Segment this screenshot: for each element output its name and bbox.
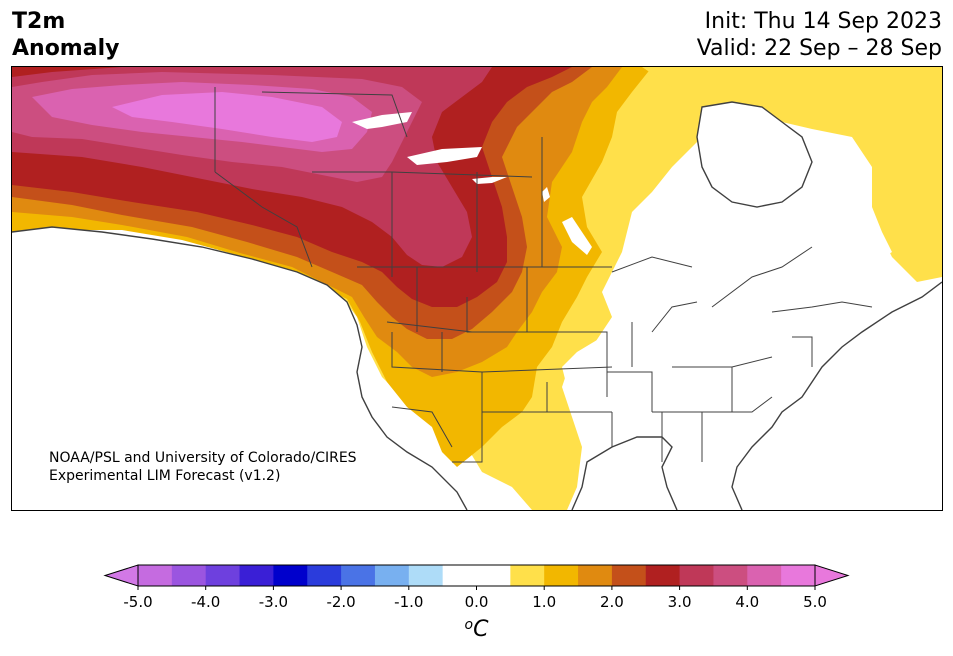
great-slave-lake <box>407 147 482 165</box>
colorbar-swatches <box>138 565 816 586</box>
anomaly-zone-4-5 <box>112 92 342 142</box>
colorbar-tick-label: 4.0 <box>735 593 759 611</box>
anomaly-map-canvas <box>12 67 942 510</box>
forecast-dates: Init: Thu 14 Sep 2023 Valid: 22 Sep – 28… <box>697 8 942 62</box>
credit-line2: Experimental LIM Forecast (v1.2) <box>49 468 281 484</box>
colorbar-ticks: -5.0 -4.0 -3.0 -2.0 -1.0 0.0 1.0 2.0 3.0 4.0 5.0 <box>123 586 827 611</box>
colorbar-swatch <box>442 565 477 586</box>
colorbar-swatch <box>544 565 579 586</box>
colorbar-over-arrow <box>814 564 850 587</box>
init-date: Init: Thu 14 Sep 2023 <box>704 9 942 34</box>
colorbar-swatch <box>307 565 342 586</box>
colorbar-swatch <box>611 565 647 586</box>
colorbar-tick-label: 2.0 <box>600 593 624 611</box>
atlantic-ocean <box>732 282 942 510</box>
neutral-zone-east <box>562 107 892 467</box>
colorbar-unit-label: oC <box>465 617 490 642</box>
colorbar-swatch <box>747 565 782 586</box>
colorbar-under-arrow <box>103 564 139 587</box>
colorbar-tick-label: -1.0 <box>394 593 423 611</box>
colorbar-swatch <box>374 565 410 586</box>
colorbar-swatch <box>510 565 545 586</box>
colorbar-tick-label: 5.0 <box>803 593 827 611</box>
colorbar-swatch <box>239 565 274 586</box>
colorbar-tick-label: -4.0 <box>191 593 220 611</box>
colorbar-tick-label: -2.0 <box>326 593 355 611</box>
forecast-credit: NOAA/PSL and University of Colorado/CIRE… <box>49 449 357 485</box>
colorbar-tick-label: -5.0 <box>123 593 152 611</box>
hudson-bay <box>697 102 812 207</box>
political-borders <box>12 87 942 510</box>
colorbar-tick-label: -3.0 <box>259 593 288 611</box>
anomaly-zone-0-5-northeast <box>642 67 942 137</box>
colorbar-swatch <box>476 565 511 586</box>
colorbar-swatch <box>645 565 681 586</box>
great-bear-lake <box>352 112 412 129</box>
map-title-line1: T2m <box>12 9 66 34</box>
colorbar-unit-base: C <box>473 617 489 642</box>
valid-range: Valid: 22 Sep – 28 Sep <box>696 36 942 61</box>
colorbar-swatch <box>578 565 613 586</box>
map-title: T2m Anomaly <box>12 8 119 62</box>
colorbar-swatch <box>341 565 376 586</box>
colorbar-swatch <box>713 565 748 586</box>
colorbar-swatch <box>679 565 714 586</box>
lake-winnipeg <box>562 217 592 255</box>
anomaly-map <box>11 66 943 511</box>
pacific-ocean <box>12 227 467 510</box>
lake-winnipegosis <box>542 187 550 202</box>
colorbar-swatch <box>273 565 308 586</box>
credit-line1: NOAA/PSL and University of Colorado/CIRE… <box>49 450 357 466</box>
colorbar-tick-label: 1.0 <box>532 593 556 611</box>
map-title-line2: Anomaly <box>12 36 120 61</box>
colorbar-swatch <box>408 565 444 586</box>
colorbar-tick-label: 3.0 <box>668 593 692 611</box>
colorbar-swatch <box>171 565 207 586</box>
colorbar-swatch <box>205 565 241 586</box>
colorbar-swatch <box>138 565 173 586</box>
colorbar-swatch <box>781 565 816 586</box>
lake-athabasca <box>472 177 507 184</box>
colorbar-unit-super: o <box>465 617 474 633</box>
colorbar-tick-label: 0.0 <box>465 593 489 611</box>
anomaly-zone-0-5-labrador <box>862 177 942 277</box>
colorbar: -5.0 -4.0 -3.0 -2.0 -1.0 0.0 1.0 2.0 3.0 4.0 5.0 o… <box>103 564 850 642</box>
